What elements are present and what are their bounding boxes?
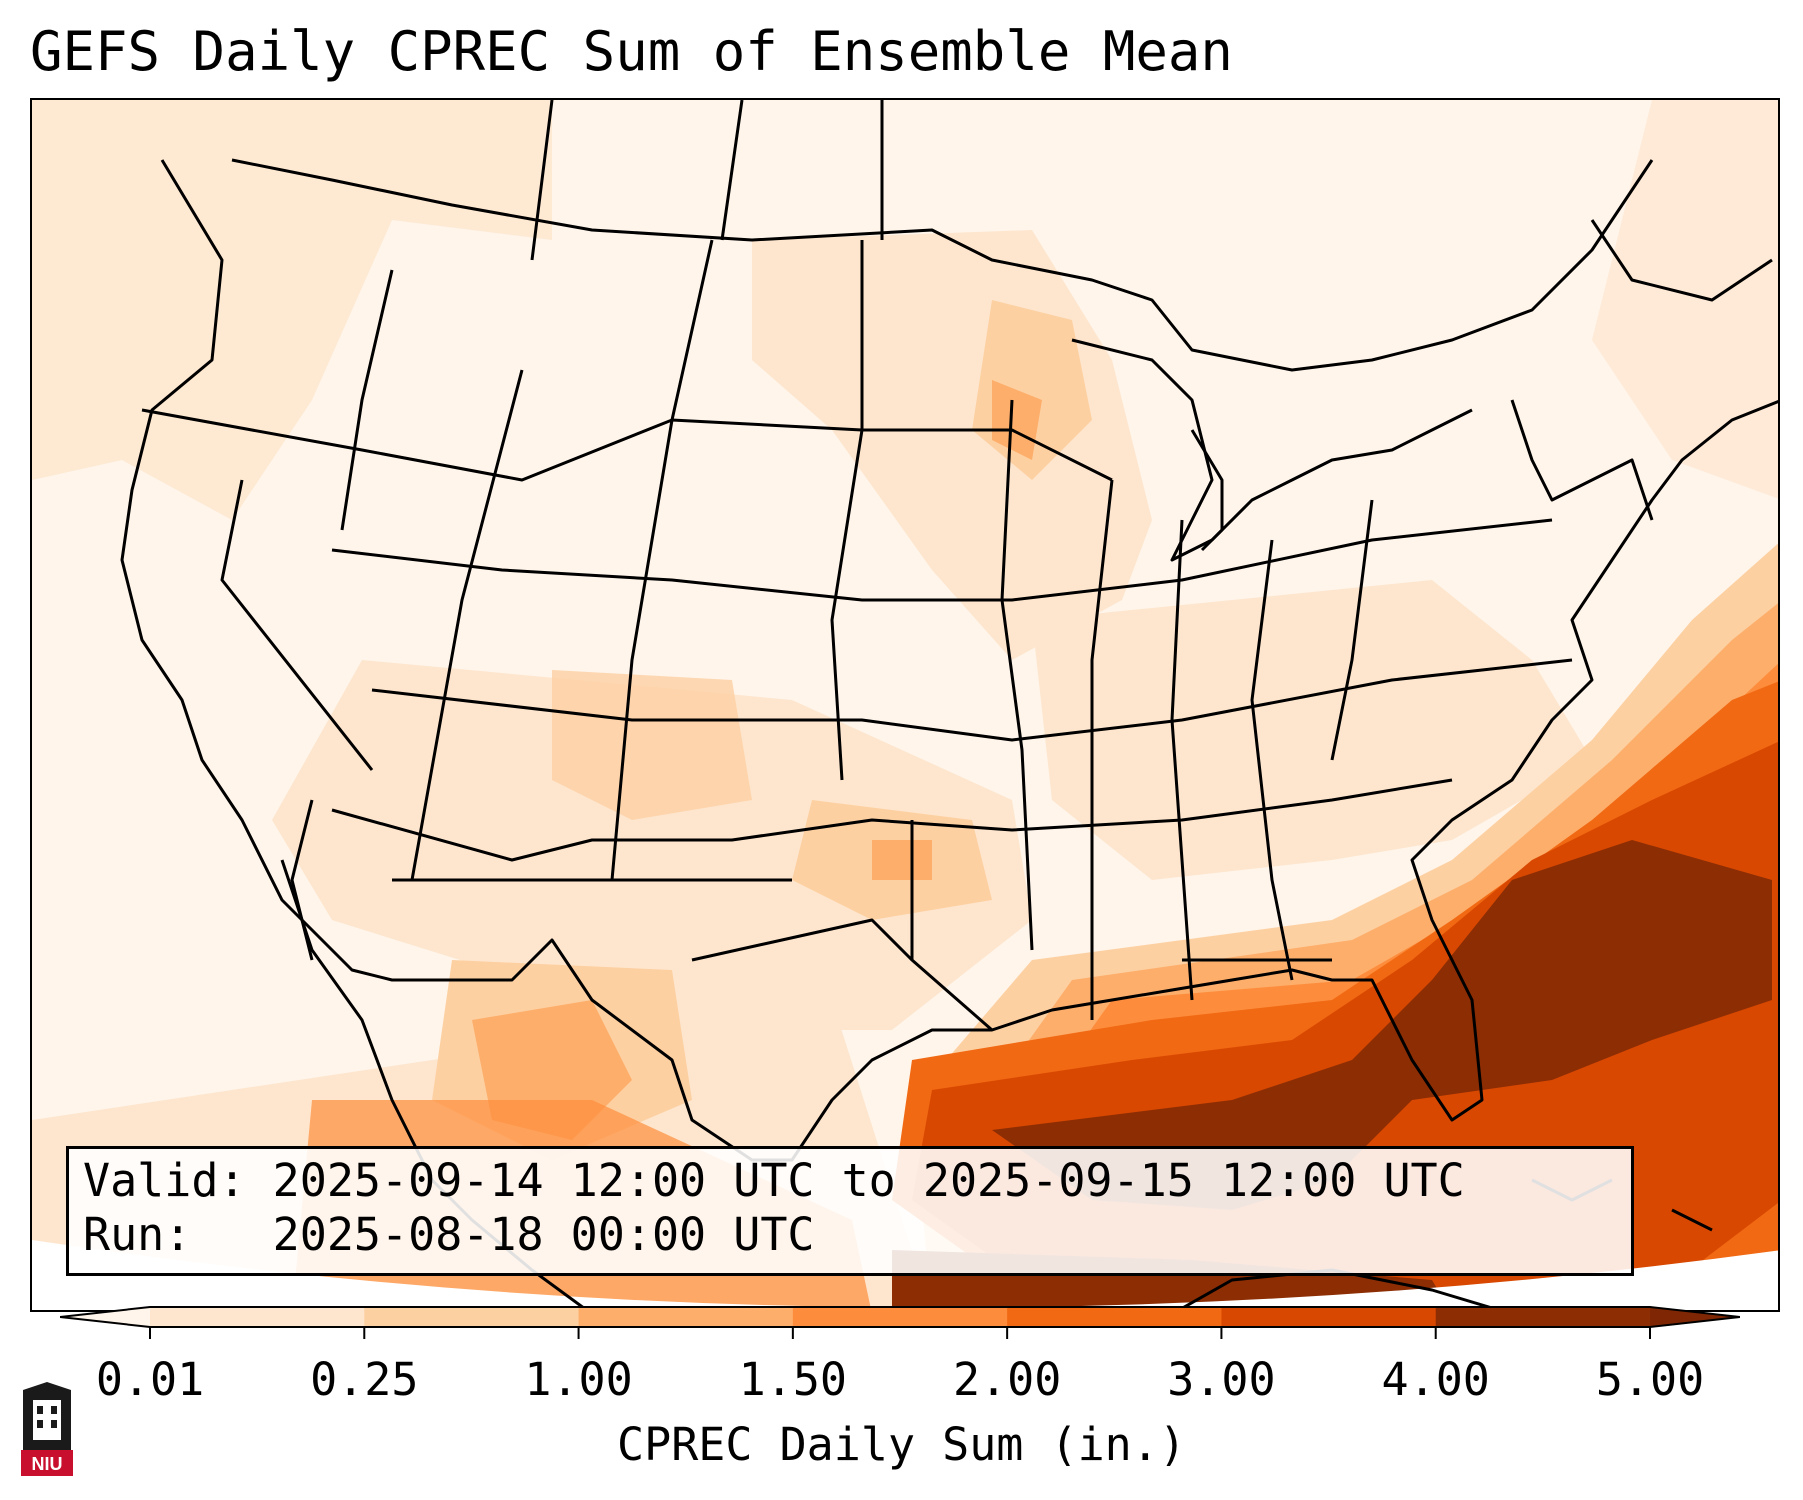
- colorbar-segment: [1435, 1307, 1651, 1327]
- colorbar-tick-label: 0.01: [95, 1353, 205, 1406]
- chart-title: GEFS Daily CPREC Sum of Ensemble Mean: [30, 20, 1233, 83]
- colorbar-label: CPREC Daily Sum (in.): [617, 1418, 1186, 1471]
- colorbar-tick-label: 3.00: [1167, 1353, 1276, 1406]
- logo-text: NIU: [32, 1454, 63, 1474]
- niu-logo: NIU: [21, 1382, 73, 1476]
- colorbar-segment: [150, 1307, 365, 1327]
- run-label: Run:: [83, 1208, 192, 1261]
- colorbar-under-arrow: [60, 1307, 150, 1327]
- projection-edge: [32, 1240, 1778, 1310]
- colorbar-segment: [1221, 1307, 1437, 1327]
- valid-run-info-box: Valid: 2025-09-14 12:00 UTC to 2025-09-1…: [66, 1146, 1634, 1276]
- colorbar-segment: [1007, 1307, 1222, 1327]
- colorbar: [60, 1306, 1740, 1339]
- colorbar-segment: [792, 1307, 1008, 1327]
- valid-label: Valid:: [83, 1154, 246, 1207]
- valid-range: 2025-09-14 12:00 UTC to 2025-09-15 12:00…: [272, 1154, 1465, 1207]
- colorbar-tick-label: 5.00: [1595, 1353, 1705, 1406]
- map-canvas: [32, 100, 1778, 1310]
- colorbar-tick-label: 1.00: [524, 1353, 633, 1406]
- colorbar-tick-label: 1.50: [738, 1353, 848, 1406]
- political-boundaries: [120, 100, 1778, 1310]
- colorbar-over-arrow: [1650, 1307, 1740, 1327]
- colorbar-segment: [364, 1307, 580, 1327]
- precipitation-map: [30, 98, 1780, 1312]
- run-time: 2025-08-18 00:00 UTC: [272, 1208, 815, 1261]
- colorbar-tick-label: 2.00: [952, 1353, 1062, 1406]
- colorbar-tick-label: 0.25: [310, 1353, 419, 1406]
- colorbar-tick-label: 4.00: [1381, 1353, 1490, 1406]
- colorbar-segment: [578, 1307, 794, 1327]
